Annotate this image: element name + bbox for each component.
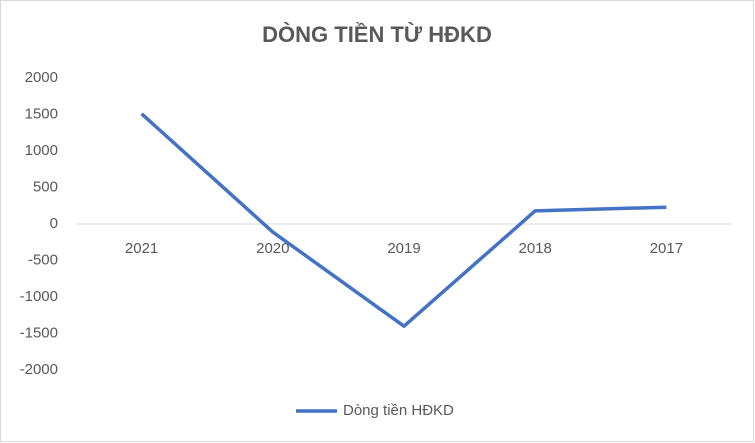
x-tick-label: 2018 — [519, 240, 552, 257]
x-tick-label: 2019 — [387, 240, 420, 257]
x-tick-label: 2017 — [650, 240, 683, 257]
y-tick-label: -2000 — [20, 361, 58, 378]
y-tick-label: 500 — [33, 178, 58, 195]
y-tick-label: -1000 — [20, 288, 58, 305]
x-tick-label: 2021 — [125, 240, 158, 257]
chart-title: DÒNG TIỀN TỪ HĐKD — [262, 22, 492, 47]
data-line — [140, 112, 667, 328]
y-tick-label: -1500 — [20, 324, 58, 341]
y-tick-label: -500 — [28, 251, 58, 268]
legend-label: Dòng tiền HĐKD — [343, 402, 454, 419]
y-tick-label: 2000 — [25, 69, 58, 86]
y-tick-label: 1500 — [25, 105, 58, 122]
y-tick-label: 0 — [50, 215, 58, 232]
x-tick-label: 2020 — [256, 240, 289, 257]
y-tick-label: 1000 — [25, 142, 58, 159]
